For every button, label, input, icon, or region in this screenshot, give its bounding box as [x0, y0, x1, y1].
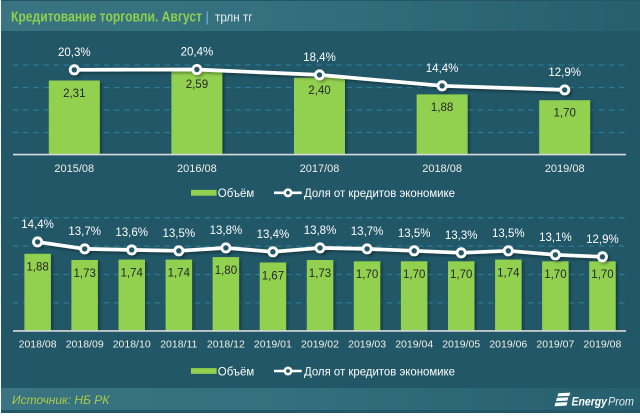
svg-text:2018/10: 2018/10 [113, 339, 151, 351]
svg-text:|: | [206, 10, 210, 25]
svg-text:12,9%: 12,9% [586, 234, 619, 246]
svg-text:1,80: 1,80 [215, 265, 237, 277]
svg-text:2015/08: 2015/08 [54, 163, 94, 175]
svg-text:трлн тг: трлн тг [215, 11, 253, 25]
svg-text:2019/03: 2019/03 [348, 339, 386, 351]
svg-text:Доля от кредитов экономике: Доля от кредитов экономике [304, 365, 455, 378]
svg-text:2019/06: 2019/06 [489, 339, 527, 351]
svg-text:2016/08: 2016/08 [177, 163, 217, 175]
svg-text:13,5%: 13,5% [492, 228, 525, 240]
svg-text:2019/02: 2019/02 [301, 339, 339, 351]
svg-text:1,74: 1,74 [121, 267, 144, 279]
svg-text:13,7%: 13,7% [351, 226, 384, 238]
svg-text:20,3%: 20,3% [58, 47, 91, 59]
svg-text:1,70: 1,70 [356, 269, 378, 281]
svg-text:2019/05: 2019/05 [442, 339, 480, 351]
svg-text:Источник: НБ РК: Источник: НБ РК [12, 393, 110, 407]
svg-text:2,31: 2,31 [63, 88, 85, 100]
svg-text:1,73: 1,73 [309, 268, 331, 280]
svg-text:14,4%: 14,4% [21, 219, 54, 231]
svg-text:1,74: 1,74 [497, 267, 520, 279]
svg-text:2,59: 2,59 [186, 79, 208, 91]
svg-text:13,5%: 13,5% [162, 228, 195, 240]
svg-text:2018/12: 2018/12 [207, 339, 245, 351]
svg-text:18,4%: 18,4% [303, 52, 336, 64]
svg-text:Объём: Объём [218, 187, 255, 200]
svg-text:2019/08: 2019/08 [583, 339, 621, 351]
svg-text:Объём: Объём [218, 365, 255, 378]
svg-text:13,5%: 13,5% [398, 228, 431, 240]
svg-text:Prom: Prom [608, 395, 634, 409]
svg-text:1,88: 1,88 [431, 102, 453, 114]
svg-text:1,70: 1,70 [554, 108, 576, 120]
svg-text:Доля от кредитов экономике: Доля от кредитов экономике [304, 187, 455, 200]
svg-text:2018/08: 2018/08 [19, 339, 57, 351]
svg-text:13,7%: 13,7% [68, 226, 101, 238]
svg-text:1,70: 1,70 [544, 269, 566, 281]
svg-text:13,6%: 13,6% [115, 227, 148, 239]
svg-text:1,70: 1,70 [450, 269, 472, 281]
svg-text:2019/01: 2019/01 [254, 339, 292, 351]
svg-text:2017/08: 2017/08 [300, 163, 340, 175]
svg-text:1,70: 1,70 [403, 269, 425, 281]
svg-text:1,73: 1,73 [74, 268, 96, 280]
svg-text:1,74: 1,74 [168, 267, 191, 279]
svg-text:2019/07: 2019/07 [536, 339, 574, 351]
svg-text:13,3%: 13,3% [445, 230, 478, 242]
svg-text:1,88: 1,88 [26, 262, 48, 274]
svg-text:2019/04: 2019/04 [395, 339, 433, 351]
svg-text:2018/09: 2018/09 [66, 339, 104, 351]
svg-text:13,1%: 13,1% [539, 232, 572, 244]
svg-text:12,9%: 12,9% [548, 67, 581, 79]
svg-text:Energy: Energy [572, 395, 609, 409]
svg-text:2018/11: 2018/11 [160, 339, 197, 351]
svg-text:13,4%: 13,4% [257, 229, 290, 241]
svg-text:2018/08: 2018/08 [422, 163, 462, 175]
svg-text:Кредитование торговли. Август: Кредитование торговли. Август [11, 10, 202, 26]
svg-text:14,4%: 14,4% [426, 63, 459, 75]
svg-text:13,8%: 13,8% [210, 225, 243, 237]
svg-text:20,4%: 20,4% [181, 47, 214, 59]
svg-text:2,40: 2,40 [308, 85, 330, 97]
svg-text:13,8%: 13,8% [304, 225, 337, 237]
svg-text:1,67: 1,67 [262, 270, 284, 282]
svg-text:1,70: 1,70 [591, 269, 613, 281]
svg-text:2019/08: 2019/08 [545, 163, 585, 175]
